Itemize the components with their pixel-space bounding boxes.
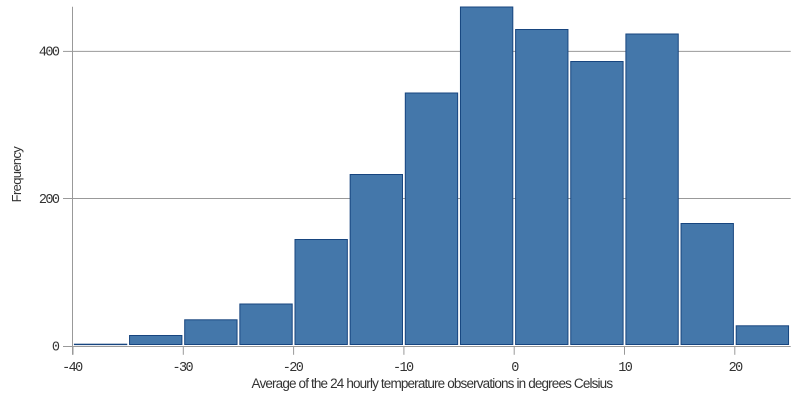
svg-text:Average of the 24 hourly tempe: Average of the 24 hourly temperature obs… [252, 376, 614, 391]
svg-text:200: 200 [39, 193, 60, 208]
svg-text:10: 10 [618, 361, 633, 376]
svg-text:Frequency: Frequency [9, 146, 24, 203]
svg-text:400: 400 [39, 46, 60, 61]
svg-text:-20: -20 [283, 361, 304, 376]
svg-text:0: 0 [511, 361, 519, 376]
svg-text:-10: -10 [393, 361, 414, 376]
svg-text:20: 20 [729, 361, 744, 376]
svg-text:-30: -30 [172, 361, 193, 376]
svg-text:-40: -40 [62, 361, 83, 376]
svg-text:0: 0 [52, 340, 60, 355]
